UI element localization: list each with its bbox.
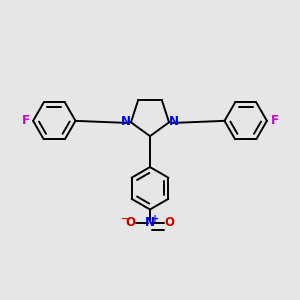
Text: O: O bbox=[126, 216, 136, 229]
Text: N: N bbox=[169, 115, 179, 128]
Text: N: N bbox=[145, 216, 155, 229]
Text: +: + bbox=[151, 214, 159, 224]
Text: −: − bbox=[121, 214, 130, 224]
Text: N: N bbox=[121, 115, 131, 128]
Text: O: O bbox=[164, 216, 174, 229]
Text: F: F bbox=[271, 114, 279, 128]
Text: F: F bbox=[22, 114, 29, 128]
